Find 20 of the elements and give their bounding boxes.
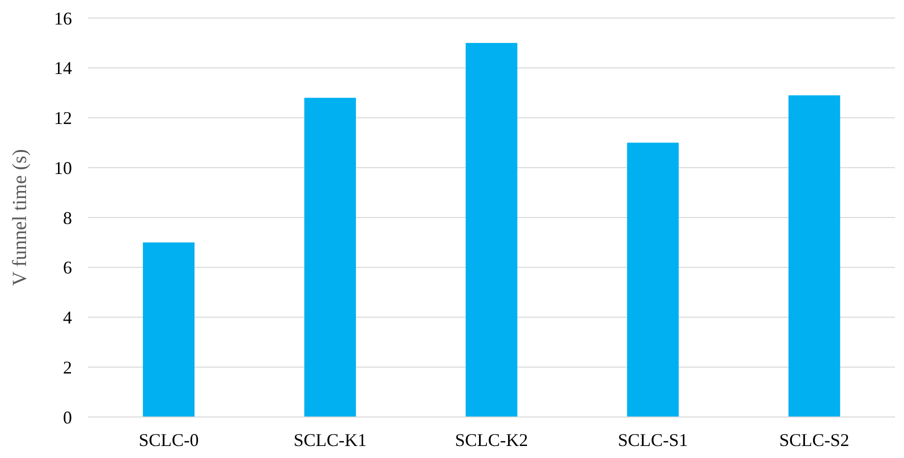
y-axis-title: V funnel time (s)	[9, 149, 31, 286]
y-tick-label: 16	[54, 8, 72, 28]
bar	[788, 95, 840, 417]
y-tick-label: 12	[54, 108, 72, 128]
y-tick-label: 6	[63, 258, 72, 278]
x-tick-label: SCLC-S2	[779, 430, 850, 450]
y-tick-label: 14	[54, 58, 72, 78]
bar	[466, 42, 518, 417]
x-tick-label: SCLC-0	[138, 430, 199, 450]
x-tick-label: SCLC-K1	[294, 430, 367, 450]
y-tick-label: 10	[54, 158, 72, 178]
y-tick-label: 4	[63, 308, 72, 328]
y-tick-label: 2	[63, 357, 72, 378]
bar	[304, 98, 356, 417]
y-tick-label: 8	[63, 208, 72, 228]
y-tick-label: 0	[63, 407, 72, 428]
bar	[142, 242, 195, 417]
x-tick-label: SCLC-S1	[618, 430, 688, 450]
bar	[627, 142, 679, 417]
x-tick-label: SCLC-K2	[454, 430, 528, 450]
